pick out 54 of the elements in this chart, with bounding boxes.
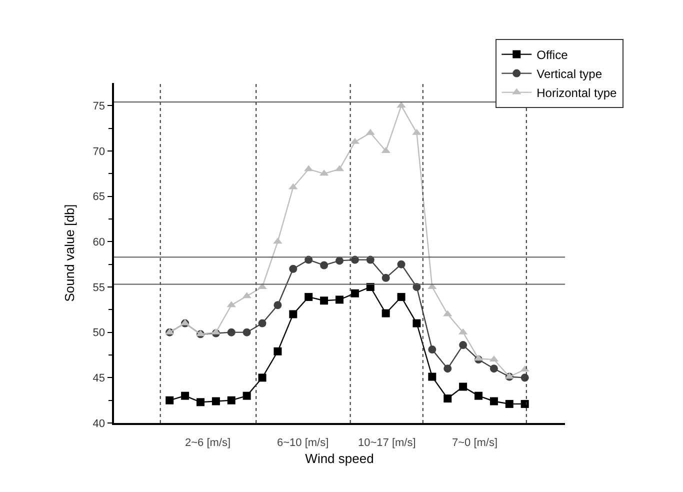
point	[289, 264, 298, 273]
point	[320, 261, 328, 270]
text: 2~6 [m/s]	[185, 437, 231, 449]
y-tick-label: 50	[92, 327, 106, 340]
point	[382, 309, 390, 318]
legend-label: Office	[536, 48, 568, 62]
text: 10~17 [m/s]	[358, 437, 416, 449]
y-tick-label: 60	[92, 236, 106, 249]
point	[289, 310, 298, 318]
point	[459, 382, 468, 391]
point	[428, 346, 436, 354]
text: 7~0 [m/s]	[452, 437, 498, 449]
point	[274, 301, 282, 310]
point	[459, 341, 468, 350]
point	[304, 292, 313, 301]
point	[428, 372, 436, 381]
y-tick-label: 40	[92, 418, 106, 430]
x-axis-title: Wind speed	[305, 451, 374, 466]
point	[474, 392, 483, 400]
point	[258, 319, 266, 328]
point	[227, 328, 236, 336]
point	[336, 296, 344, 304]
point	[520, 400, 529, 408]
point	[520, 374, 529, 382]
y-tick-label: 70	[92, 146, 106, 158]
point	[242, 328, 251, 336]
point	[505, 400, 514, 408]
legend-label: Horizontal type	[536, 86, 617, 100]
point	[196, 398, 204, 406]
point	[274, 347, 282, 356]
point	[412, 319, 421, 328]
point	[212, 397, 220, 406]
y-tick-label: 75	[92, 100, 106, 113]
point	[397, 292, 406, 301]
y-axis-title: Sound value [db]	[62, 204, 78, 302]
y-tick-label: 45	[92, 372, 106, 385]
point	[490, 364, 498, 373]
point	[320, 296, 328, 305]
point	[227, 396, 236, 404]
text: 6~10 [m/s]	[277, 437, 329, 449]
legend-label: Vertical type	[536, 66, 602, 81]
point	[444, 364, 452, 373]
point	[397, 260, 406, 268]
point	[336, 256, 344, 265]
point	[382, 274, 390, 282]
point	[350, 289, 359, 298]
point	[166, 396, 174, 404]
point	[258, 374, 266, 382]
point	[181, 392, 190, 400]
point	[242, 392, 251, 400]
point	[490, 397, 498, 406]
y-tick-label: 65	[92, 191, 106, 204]
point	[444, 394, 452, 403]
y-tick-label: 55	[92, 282, 106, 294]
